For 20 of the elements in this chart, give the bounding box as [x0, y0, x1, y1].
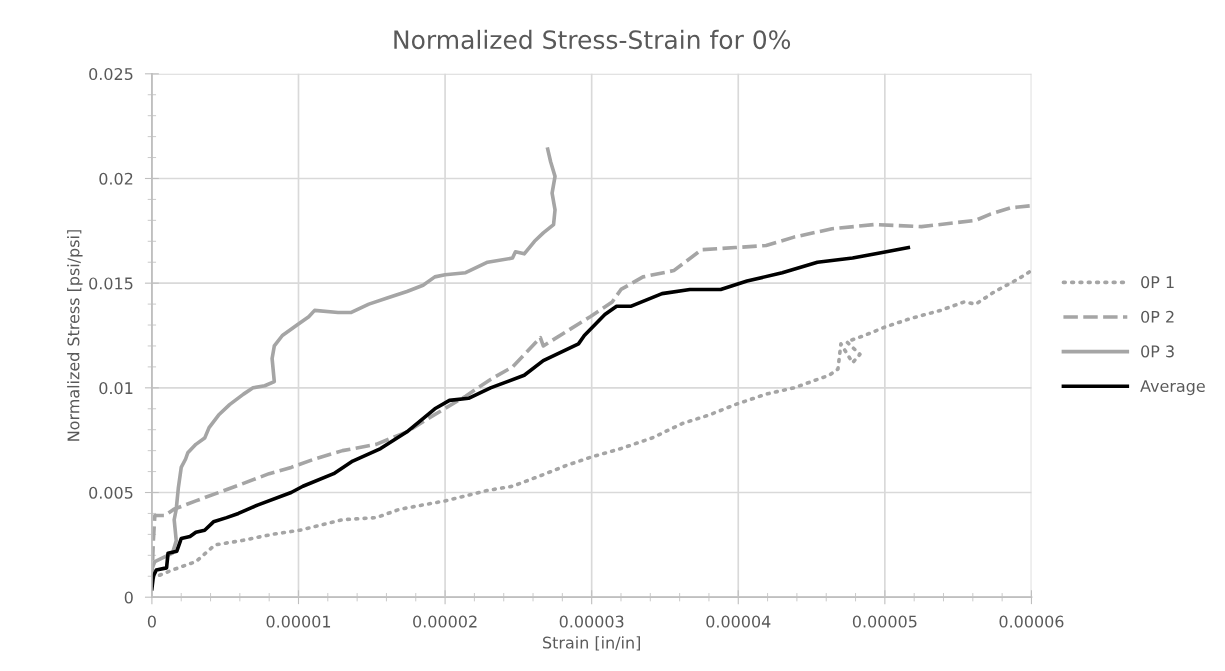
x-axis-title: Strain [in/in] — [543, 636, 640, 651]
y-tick-label: 0 — [124, 591, 133, 604]
legend-label: 0P 1 — [1141, 276, 1174, 289]
y-tick-label: 0.01 — [99, 382, 133, 395]
legend-label: 0P 2 — [1141, 310, 1174, 323]
x-tick-label: 0 — [147, 615, 156, 628]
x-tick-label: 0.00001 — [266, 615, 331, 628]
legend-label: Average — [1140, 380, 1205, 396]
y-tick-label: 0.005 — [89, 486, 133, 499]
x-tick-label: 0.00005 — [852, 615, 917, 628]
x-tick-label: 0.00006 — [999, 615, 1064, 628]
chart-title: Normalized Stress-Strain for 0% — [394, 29, 791, 50]
y-tick-label: 0.02 — [99, 172, 133, 185]
y-axis-title: Normalized Stress [psi/psi] — [67, 230, 83, 441]
y-tick-label: 0.025 — [89, 68, 133, 81]
x-tick-label: 0.00003 — [559, 615, 624, 628]
x-tick-label: 0.00002 — [413, 615, 477, 628]
legend-label: 0P 3 — [1141, 345, 1174, 358]
y-tick-label: 0.015 — [89, 277, 133, 290]
x-tick-label: 0.00004 — [706, 615, 771, 628]
